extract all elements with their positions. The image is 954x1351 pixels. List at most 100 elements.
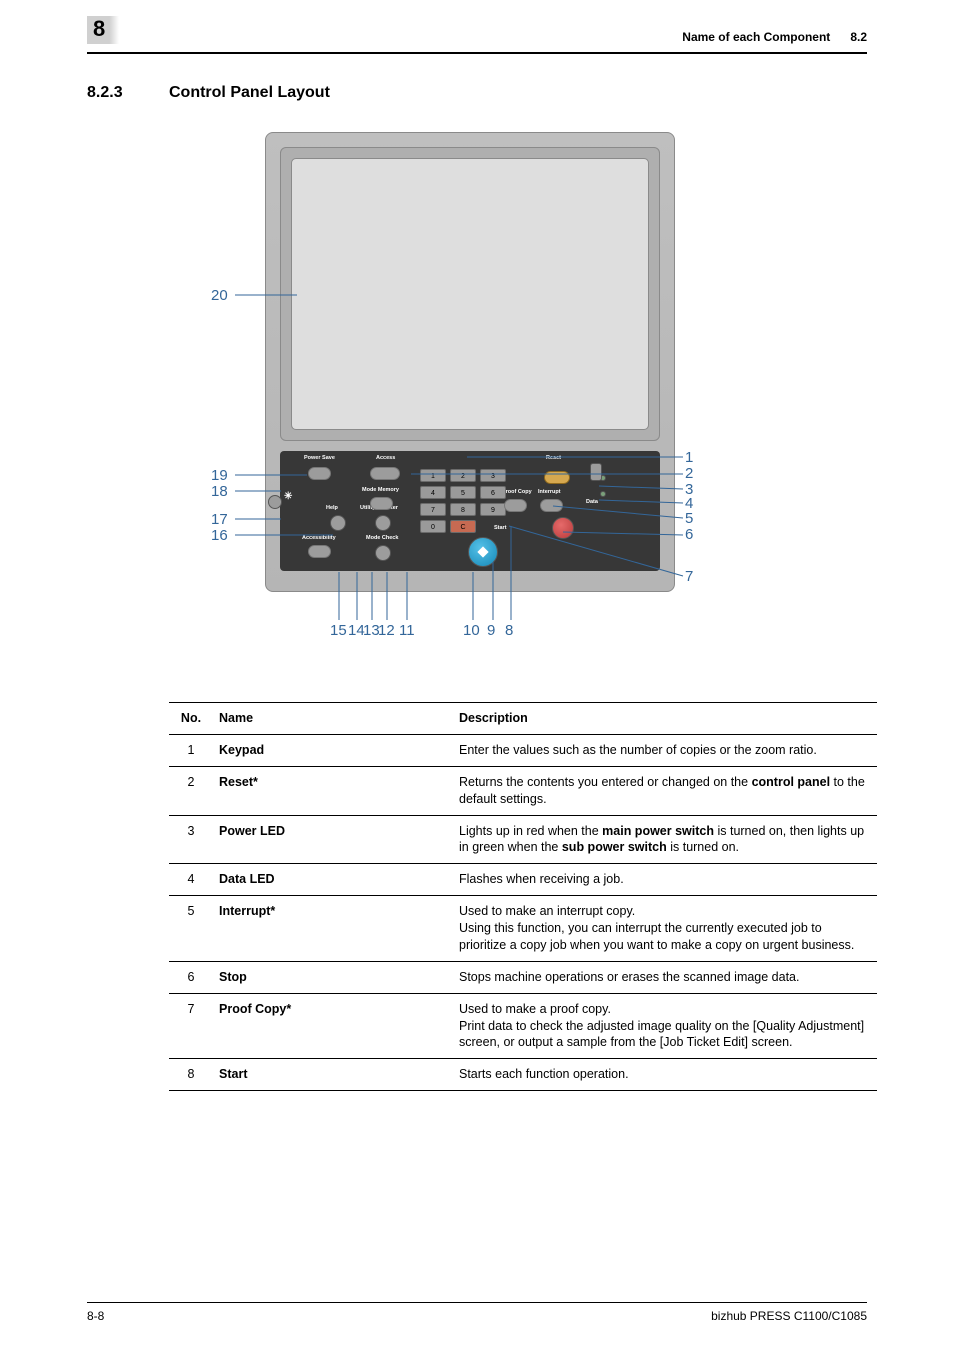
interrupt-button [540,499,563,512]
cell-name: Stop [213,961,453,993]
stop-button [552,517,574,539]
power-save-button [308,467,331,480]
cell-no: 8 [169,1059,213,1091]
callout-9: 9 [487,622,495,639]
help-label: Help [326,505,338,511]
parts-table: No. Name Description 1KeypadEnter the va… [169,702,877,1091]
callout-18: 18 [211,483,228,500]
callout-6: 6 [685,526,693,543]
page-number: 8-8 [87,1309,104,1323]
cell-name: Power LED [213,815,453,864]
table-row: 8StartStarts each function operation. [169,1059,877,1091]
reset-button [544,471,570,484]
accessibility-button [308,545,331,558]
cell-desc: Stops machine operations or erases the s… [453,961,877,993]
key-4: 4 [420,486,446,499]
page-header: 8 Name of each Component 8.2 [0,0,954,52]
key-5: 5 [450,486,476,499]
cell-desc: Lights up in red when the main power swi… [453,815,877,864]
cell-no: 1 [169,734,213,766]
callout-5: 5 [685,510,693,527]
access-button [370,467,400,480]
key-0: 0 [420,520,446,533]
button-bar: Power Save Access Reset Mode Memory Proo… [266,451,674,591]
callout-11: 11 [399,622,415,639]
key-3: 3 [480,469,506,482]
interrupt-label: Interrupt [538,489,561,495]
key-6: 6 [480,486,506,499]
callout-8: 8 [505,622,513,639]
cell-no: 2 [169,766,213,815]
col-no: No. [169,703,213,735]
table-row: 5Interrupt*Used to make an interrupt cop… [169,896,877,962]
table-row: 3Power LEDLights up in red when the main… [169,815,877,864]
callout-12: 12 [378,622,395,639]
cell-name: Proof Copy* [213,993,453,1059]
mode-memory-button [370,497,393,510]
cell-name: Start [213,1059,453,1091]
subsection-title: Control Panel Layout [169,84,330,102]
table-row: 2Reset*Returns the contents you entered … [169,766,877,815]
panel-frame: Power Save Access Reset Mode Memory Proo… [265,132,675,592]
access-label: Access [376,455,395,461]
data-label: Data [586,499,598,505]
cell-desc: Used to make an interrupt copy.Using thi… [453,896,877,962]
key-1: 1 [420,469,446,482]
callout-19: 19 [211,467,228,484]
header-breadcrumb: Name of each Component 8.2 [682,30,867,44]
breadcrumb-text: Name of each Component [682,30,830,44]
data-led [600,491,606,497]
proof-copy-button [504,499,527,512]
callout-10: 10 [463,622,480,639]
cell-no: 4 [169,864,213,896]
brightness-icon: ✳ [284,491,292,502]
reset-label: Reset [546,455,561,461]
breadcrumb-ref: 8.2 [850,30,867,44]
accessibility-label: Accessibility [302,535,336,541]
header-rule [87,52,867,54]
dark-band: Power Save Access Reset Mode Memory Proo… [280,451,660,571]
help-button [330,515,346,531]
col-name: Name [213,703,453,735]
mode-memory-label: Mode Memory [362,487,399,493]
model-name: bizhub PRESS C1100/C1085 [711,1309,867,1323]
cell-name: Data LED [213,864,453,896]
power-save-label: Power Save [304,455,335,461]
callout-20: 20 [211,287,228,304]
callout-1: 1 [685,449,693,466]
touch-screen [291,158,649,430]
cell-desc: Flashes when receiving a job. [453,864,877,896]
sub-power-switch [590,463,602,481]
section-number: 8 [87,16,119,44]
section-badge: 8 [87,16,119,44]
table-row: 6StopStops machine operations or erases … [169,961,877,993]
cell-desc: Enter the values such as the number of c… [453,734,877,766]
table-header-row: No. Name Description [169,703,877,735]
start-button [468,537,498,567]
callout-2: 2 [685,465,693,482]
cell-no: 5 [169,896,213,962]
table-row: 4Data LEDFlashes when receiving a job. [169,864,877,896]
cell-desc: Returns the contents you entered or chan… [453,766,877,815]
callout-7: 7 [685,568,693,585]
cell-no: 6 [169,961,213,993]
cell-desc: Used to make a proof copy.Print data to … [453,993,877,1059]
cell-no: 7 [169,993,213,1059]
cell-name: Keypad [213,734,453,766]
mode-check-button [375,545,391,561]
table-row: 7Proof Copy*Used to make a proof copy.Pr… [169,993,877,1059]
mode-check-label: Mode Check [366,535,398,541]
screen-bezel [280,147,660,441]
page-footer: 8-8 bizhub PRESS C1100/C1085 [87,1302,867,1323]
key-8: 8 [450,503,476,516]
table-row: 1KeypadEnter the values such as the numb… [169,734,877,766]
subsection-number: 8.2.3 [87,84,145,102]
brightness-dial [268,495,282,509]
col-desc: Description [453,703,877,735]
cell-no: 3 [169,815,213,864]
callout-15: 15 [330,622,347,639]
subsection-heading: 8.2.3 Control Panel Layout [87,84,867,102]
key-2: 2 [450,469,476,482]
utility-button [375,515,391,531]
callout-16: 16 [211,527,228,544]
